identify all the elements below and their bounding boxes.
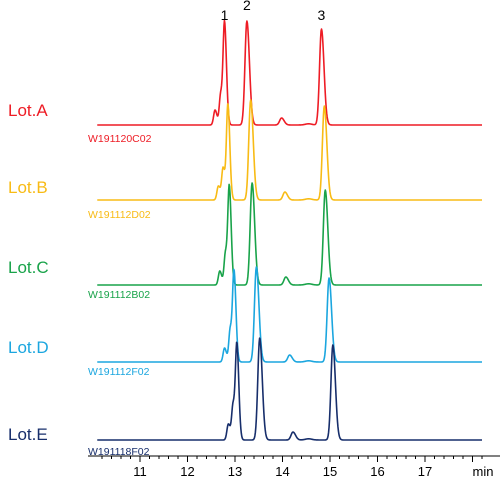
x-tick-label: 14 — [275, 464, 289, 479]
x-axis: 11 12 13 14 15 16 17 min — [88, 455, 500, 479]
batch-labels: W191120C02 W191112D02 W191112B02 W191112F02… — [88, 133, 152, 458]
batch-label: W191120C02 — [88, 133, 152, 145]
trace-lot-c — [96, 182, 483, 286]
x-tick-label: 16 — [370, 464, 384, 479]
x-tick-label: 12 — [180, 464, 194, 479]
chromatogram-traces — [96, 19, 483, 441]
x-tick-label: 13 — [228, 464, 242, 479]
peak-labels: 1 2 3 — [221, 0, 326, 23]
peak-number-label: 2 — [243, 0, 251, 13]
x-tick-label: 15 — [323, 464, 337, 479]
x-tick-label: 11 — [133, 464, 147, 479]
lot-label: Lot.B — [8, 178, 48, 197]
trace-lot-d — [96, 266, 483, 363]
lot-labels: Lot.A Lot.B Lot.C Lot.D Lot.E — [8, 101, 49, 444]
trace-lot-e — [96, 337, 483, 441]
lot-label: Lot.C — [8, 258, 49, 277]
lot-label: Lot.E — [8, 425, 48, 444]
batch-label: W191112D02 — [88, 209, 151, 221]
x-axis-unit-label: min — [473, 464, 494, 479]
peak-number-label: 3 — [318, 7, 326, 23]
x-axis-ticks: 11 12 13 14 15 16 17 — [101, 456, 483, 479]
batch-label: W191118F02 — [88, 446, 150, 458]
x-tick-label: 17 — [418, 464, 432, 479]
trace-lot-b — [96, 99, 483, 201]
lot-label: Lot.A — [8, 101, 48, 120]
peak-number-label: 1 — [221, 7, 229, 23]
lot-label: Lot.D — [8, 338, 49, 357]
trace-lot-a — [96, 19, 483, 126]
batch-label: W191112B02 — [88, 289, 150, 301]
batch-label: W191112F02 — [88, 366, 150, 378]
